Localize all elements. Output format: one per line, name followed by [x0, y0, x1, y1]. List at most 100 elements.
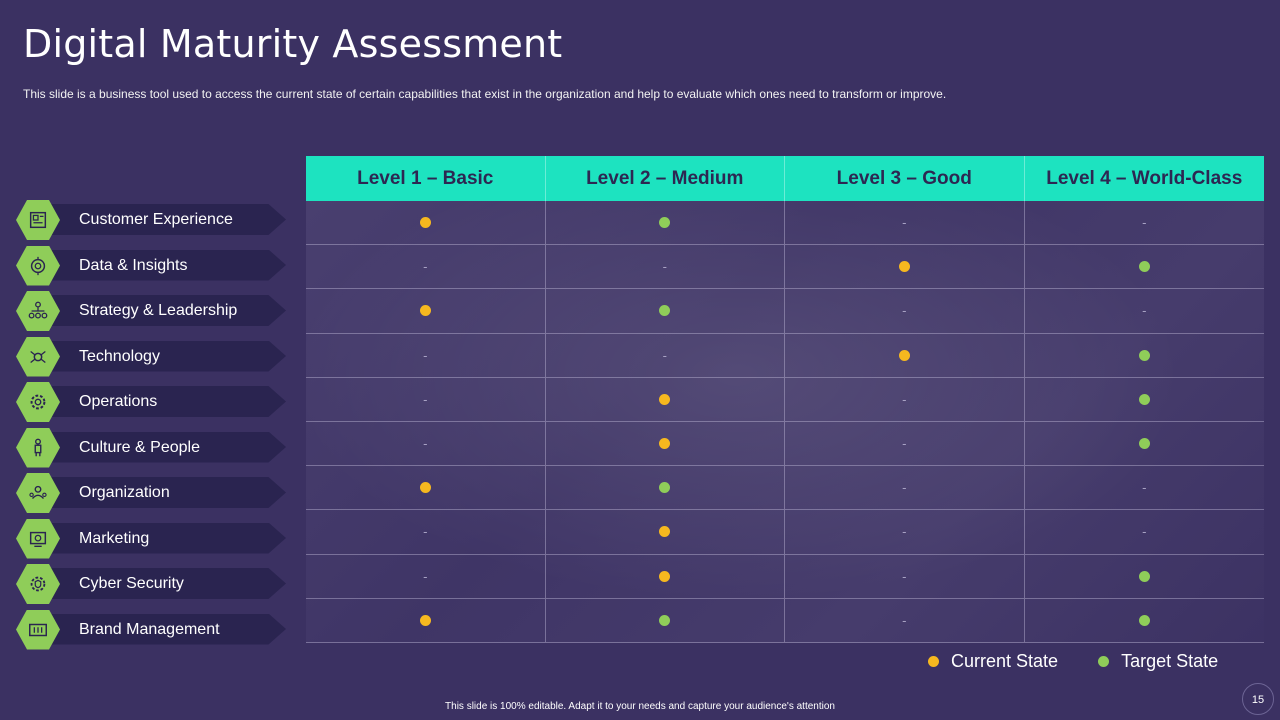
table-cell: -: [546, 245, 785, 289]
table-cell: [1025, 599, 1265, 642]
category-list: Customer Experience Data & Insights Strate…: [16, 200, 288, 658]
empty-marker: -: [1142, 303, 1147, 319]
table-cell: -: [1025, 201, 1265, 244]
empty-marker: -: [423, 568, 428, 584]
category-item: Culture & People: [16, 427, 288, 468]
page-number: 15: [1242, 683, 1274, 715]
slide-subtitle: This slide is a business tool used to ac…: [23, 87, 947, 101]
empty-marker: -: [1142, 215, 1147, 231]
category-label: Data & Insights: [79, 256, 188, 274]
table-row: --: [306, 201, 1265, 246]
category-item: Organization: [16, 473, 288, 513]
table-cell: [1025, 245, 1265, 288]
table-cell: [1025, 378, 1265, 421]
table-row: -: [306, 598, 1265, 643]
category-item: Operations: [16, 382, 288, 422]
column-header: Level 3 – Good: [785, 156, 1025, 201]
table-row: --: [306, 377, 1265, 422]
table-cell: -: [785, 466, 1025, 510]
table-row: --: [306, 289, 1264, 334]
category-bar: [36, 249, 286, 281]
table-cell: [1025, 555, 1265, 598]
empty-marker: -: [423, 391, 428, 407]
current-state-dot-icon: [419, 614, 431, 626]
legend-target-state: Target State: [1098, 651, 1218, 672]
category-bar: [36, 522, 286, 554]
empty-marker: -: [423, 524, 428, 540]
table-cell: -: [785, 377, 1025, 421]
empty-marker: -: [423, 347, 428, 363]
table-cell: [546, 466, 785, 510]
target-state-dot-icon: [1098, 656, 1110, 667]
empty-marker: -: [902, 524, 907, 540]
table-cell: -: [785, 598, 1025, 642]
legend-current-state: Current State: [928, 651, 1058, 672]
empty-marker: -: [902, 480, 907, 496]
table-row: --: [306, 421, 1264, 467]
current-state-dot-icon: [419, 217, 431, 229]
table-cell: -: [306, 333, 546, 377]
table-cell: [306, 289, 546, 333]
table-cell: [1025, 334, 1265, 377]
slide-title: Digital Maturity Assessment: [23, 22, 563, 66]
category-label: Operations: [79, 393, 158, 410]
column-header: Level 2 – Medium: [546, 156, 785, 201]
current-state-dot-icon: [898, 261, 910, 273]
cyber-security-icon: [16, 564, 60, 604]
table-cell: -: [785, 554, 1025, 598]
current-state-dot-icon: [928, 656, 939, 667]
table-cell: -: [1025, 510, 1265, 553]
current-state-dot-icon: [419, 482, 431, 494]
empty-marker: -: [902, 568, 907, 584]
category-bar: [36, 204, 286, 235]
table-cell: [785, 333, 1025, 377]
category-bar: [36, 386, 286, 417]
table-cell: -: [306, 245, 546, 289]
marketing-icon: [16, 518, 60, 559]
category-bar: [36, 477, 286, 508]
category-bar: [36, 295, 286, 326]
target-state-dot-icon: [659, 482, 671, 494]
current-state-dot-icon: [419, 305, 431, 317]
target-state-dot-icon: [1138, 570, 1150, 582]
empty-marker: -: [662, 347, 667, 363]
table-cell: [546, 421, 785, 466]
table-cell: [546, 598, 785, 642]
target-state-dot-icon: [1138, 438, 1150, 450]
legend: Current State Target State: [928, 651, 1218, 672]
empty-marker: -: [902, 391, 907, 407]
table-cell: [306, 466, 546, 510]
column-header: Level 1 – Basic: [306, 156, 546, 201]
table-header: Level 1 – Basic Level 2 – Medium Level 3…: [306, 156, 1264, 201]
empty-marker: -: [1142, 480, 1147, 496]
table-row: --: [306, 554, 1265, 599]
table-cell: [306, 201, 546, 245]
footer-note: This slide is 100% editable. Adapt it to…: [445, 701, 835, 712]
maturity-table: Level 1 – Basic Level 2 – Medium Level 3…: [306, 156, 1264, 643]
table-cell: [546, 510, 785, 554]
category-label: Strategy & Leadership: [79, 302, 238, 319]
target-state-dot-icon: [659, 305, 671, 317]
table-cell: -: [785, 201, 1025, 245]
customer-experience-icon: [16, 200, 60, 240]
table-cell: -: [785, 510, 1025, 554]
current-state-dot-icon: [898, 349, 910, 361]
table-cell: -: [306, 554, 546, 598]
table-cell: [785, 245, 1025, 289]
current-state-dot-icon: [659, 438, 671, 450]
table-cell: -: [785, 289, 1025, 333]
table-cell: [546, 377, 785, 421]
category-label: Marketing: [79, 529, 150, 547]
category-item: Marketing: [16, 518, 288, 559]
empty-marker: -: [902, 612, 907, 628]
category-label: Technology: [79, 347, 160, 365]
table-cell: -: [785, 421, 1025, 466]
table-cell: [306, 598, 546, 642]
category-label: Culture & People: [79, 438, 200, 456]
empty-marker: -: [902, 303, 907, 319]
category-item: Technology: [16, 336, 288, 377]
table-row: --: [306, 333, 1265, 378]
brand-management-icon: [16, 609, 60, 650]
empty-marker: -: [423, 259, 428, 275]
table-cell: -: [306, 510, 546, 554]
